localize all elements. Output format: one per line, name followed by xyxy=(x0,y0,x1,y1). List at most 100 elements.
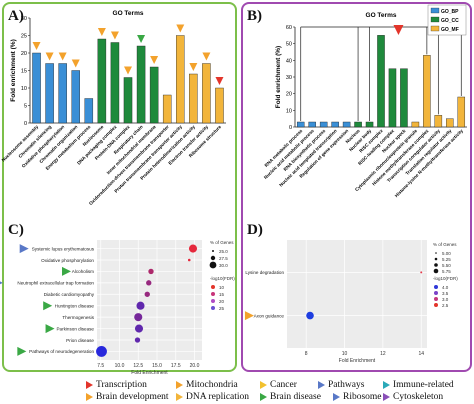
triangle-marker-icon xyxy=(176,24,185,33)
triangle-icon xyxy=(260,381,267,389)
bar xyxy=(176,35,185,124)
color-legend-title: -log10(FDR) xyxy=(210,276,235,281)
row-label: Oxidative phosphorylation xyxy=(41,258,94,263)
bar xyxy=(58,63,67,124)
bar xyxy=(123,77,133,124)
size-legend-label: 30.0 xyxy=(219,263,228,268)
bar xyxy=(342,121,351,128)
triangle-marker-icon xyxy=(17,346,27,356)
triangle-marker-icon xyxy=(244,311,254,321)
size-legend-dot xyxy=(210,255,216,261)
bar xyxy=(457,96,466,128)
legend-item: Cancer xyxy=(260,380,297,390)
legend-swatch xyxy=(430,25,440,32)
size-legend-label: 5.00 xyxy=(442,251,451,256)
row-label: Parkinson disease xyxy=(56,326,94,331)
color-legend-dot xyxy=(434,291,438,295)
triangle-marker-icon xyxy=(19,244,29,254)
legend-item: Brain development xyxy=(86,392,169,402)
bar xyxy=(71,70,80,124)
triangle-marker-icon xyxy=(150,56,159,64)
y-tick-label: 25 xyxy=(21,34,27,40)
x-tick-label: 8 xyxy=(305,351,308,357)
data-point xyxy=(306,311,314,320)
row-label: Systemic lupus erythematosus xyxy=(32,246,95,251)
bar xyxy=(32,52,41,124)
triangle-marker-icon xyxy=(189,63,198,71)
y-tick-label: 30 xyxy=(21,16,27,22)
bar xyxy=(296,121,305,128)
legend-item: Mitochondria xyxy=(176,380,238,390)
triangle-marker-icon xyxy=(0,281,3,285)
x-tick-label: 20.0 xyxy=(190,363,200,369)
triangle-icon xyxy=(383,381,390,389)
triangle-marker-icon xyxy=(62,266,71,276)
triangle-icon xyxy=(176,381,183,389)
panel-label-a: A) xyxy=(8,8,24,24)
legend-item: Immune-related xyxy=(383,380,454,390)
legend-label: Brain development xyxy=(96,392,169,402)
color-legend-dot xyxy=(211,292,215,296)
legend-label: DNA replication xyxy=(186,392,250,402)
size-legend-dot xyxy=(209,261,217,269)
chart-title: GO Terms xyxy=(366,12,397,19)
triangle-marker-icon xyxy=(137,35,146,43)
triangle-icon xyxy=(318,381,325,389)
x-tick-label: 12.5 xyxy=(133,363,143,369)
legend-label: Mitochondria xyxy=(186,380,238,390)
triangle-marker-icon xyxy=(97,28,106,36)
bar xyxy=(354,121,362,128)
bar xyxy=(423,55,431,128)
triangle-marker-icon xyxy=(45,324,55,334)
bar xyxy=(400,68,408,128)
legend-label: Immune-related xyxy=(393,380,454,390)
legend-item: Transcription xyxy=(86,380,147,390)
data-point xyxy=(144,291,150,297)
chart-title: GO Terms xyxy=(113,10,144,17)
data-point xyxy=(134,313,143,322)
legend-label: Pathways xyxy=(328,380,365,390)
x-tick-label: 15.0 xyxy=(152,363,162,369)
data-point xyxy=(187,258,191,262)
triangle-marker-icon xyxy=(110,31,119,40)
bar xyxy=(189,73,198,124)
legend-swatch xyxy=(430,16,440,23)
bar xyxy=(319,121,328,128)
bar xyxy=(308,121,316,128)
bar xyxy=(84,98,94,124)
x-tick-label: 14 xyxy=(418,351,424,357)
triangle-marker-icon xyxy=(45,52,54,61)
triangle-marker-icon xyxy=(393,25,404,35)
bar xyxy=(377,35,385,128)
row-label: Alcoholism xyxy=(72,269,94,274)
data-point xyxy=(146,280,152,286)
size-legend-dot xyxy=(434,257,438,261)
legend-item: DNA replication xyxy=(176,392,249,402)
size-legend-title: % of Genes xyxy=(210,240,234,245)
color-legend-title: -log10(FDR) xyxy=(433,276,458,281)
size-legend-label: 5.50 xyxy=(442,263,451,268)
color-legend-label: 2.5 xyxy=(442,303,449,308)
bar xyxy=(446,118,454,128)
triangle-marker-icon xyxy=(124,66,132,75)
bar xyxy=(45,63,54,124)
legend-swatch xyxy=(430,7,440,14)
x-axis-label: Fold Enrichment xyxy=(131,370,168,376)
bar xyxy=(136,45,146,124)
legend-label: Ribosome xyxy=(343,392,382,402)
bar xyxy=(202,63,211,124)
color-legend-label: 25 xyxy=(219,306,225,311)
data-point xyxy=(134,324,144,333)
x-tick-label: 12 xyxy=(380,351,386,357)
plot-background xyxy=(287,240,427,348)
row-label: Axon guidance xyxy=(254,313,285,318)
panel-label-b: B) xyxy=(247,8,262,24)
x-axis-label: Fold Enrichment xyxy=(339,358,376,364)
x-tick-label: 17.5 xyxy=(171,363,181,369)
triangle-icon xyxy=(333,393,340,401)
size-legend-dot xyxy=(434,263,438,267)
row-label: Huntington disease xyxy=(55,304,95,309)
row-label: Pathways of neurodegeneration xyxy=(29,349,94,354)
size-legend-label: 25.0 xyxy=(219,249,228,254)
data-point xyxy=(420,271,423,274)
